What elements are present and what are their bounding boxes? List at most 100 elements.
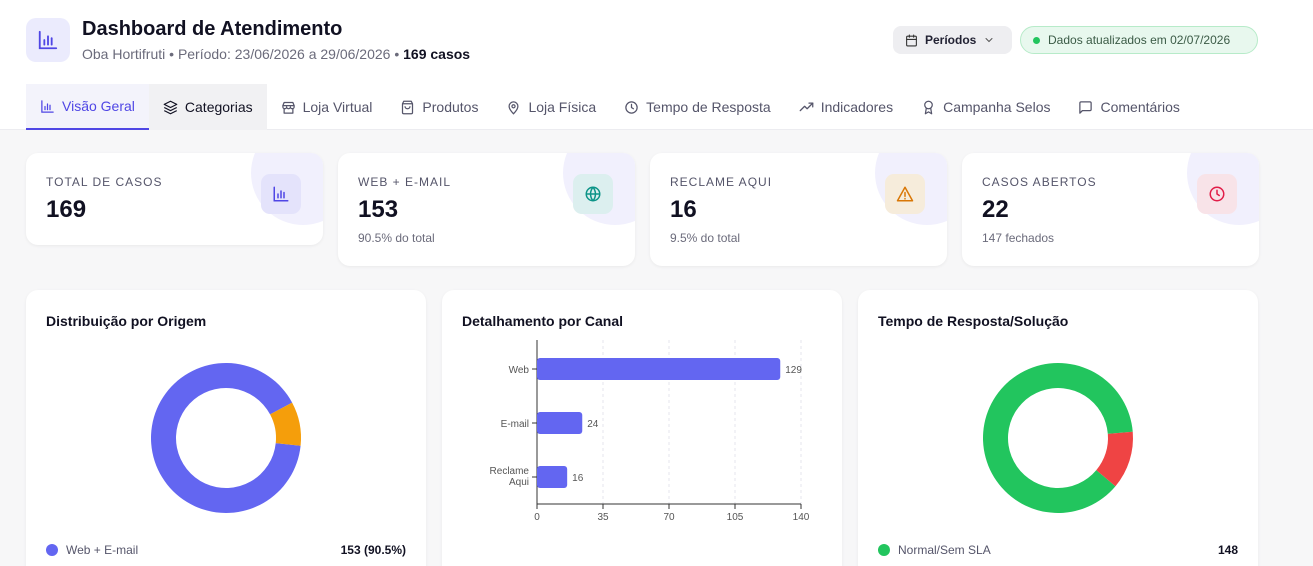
legend-row: Web + E-mail 153 (90.5%) [46,543,406,557]
y-tick-label: E-mail [501,419,529,430]
card-distribuicao-origem: Distribuição por Origem Web + E-mail 153… [26,290,426,566]
x-tick-label: 140 [793,512,810,523]
bar-value-label: 24 [587,419,599,430]
kpi-icon-box [885,174,925,214]
dashboard-logo [26,18,70,62]
data-status-badge: Dados atualizados em 02/07/2026 [1020,26,1258,54]
kpi-subtext: 9.5% do total [670,231,741,245]
tab-label: Categorias [184,99,253,115]
bar-value-label: 16 [572,473,584,484]
bar-chart-icon [38,30,58,50]
card-tempo-resposta: Tempo de Resposta/Solução Normal/Sem SLA… [858,290,1258,566]
kpi-icon-box [573,174,613,214]
tab-label: Comentários [1100,99,1180,115]
main-tabs: Visão Geral Categorias Loja Virtual Prod… [26,84,1194,130]
bar-value-label: 129 [785,365,802,376]
trending-up-icon [799,102,814,111]
kpi-subtext: 90.5% do total [358,231,435,245]
chevron-down-icon [985,38,993,43]
kpi-value: 153 [358,196,399,223]
layers-icon [163,100,178,114]
tab-label: Visão Geral [62,98,135,114]
kpi-label: TOTAL DE CASOS [46,175,163,189]
cases-count: 169 casos [403,46,471,62]
kpi-value: 22 [982,196,1009,223]
company-name: Oba Hortifruti [82,46,166,62]
tab-label: Indicadores [820,99,894,115]
tab-comentarios[interactable]: Comentários [1064,84,1193,130]
page-title: Dashboard de Atendimento [82,18,343,40]
header-bar: Dashboard de Atendimento Oba Hortifruti … [0,0,1313,130]
globe-icon [585,186,601,202]
donut-slice[interactable] [1096,431,1133,487]
card-detalhamento-canal: Detalhamento por Canal 0 35 70 105 140 Web 129… [442,290,842,566]
kpi-subtext: 147 fechados [982,231,1055,245]
kpi-icon-box [261,174,301,214]
donut-slice[interactable] [983,363,1133,513]
card-title: Distribuição por Origem [46,313,207,329]
bar[interactable] [537,412,583,434]
alert-triangle-icon [896,186,914,202]
kpi-value: 16 [670,196,697,223]
clock-icon [625,100,638,114]
tab-label: Tempo de Resposta [646,99,771,115]
status-text: Dados atualizados em 02/07/2026 [1048,33,1231,47]
period-range: Período: 23/06/2026 a 29/06/2026 [177,46,391,62]
x-tick-label: 70 [663,512,675,523]
bag-icon [402,100,414,114]
card-title: Detalhamento por Canal [462,313,624,329]
x-tick-label: 105 [727,512,744,523]
legend-label: Normal/Sem SLA [898,543,991,557]
tab-label: Produtos [422,99,479,115]
status-dot-icon [1033,36,1040,44]
legend-row: Normal/Sem SLA 148 [878,543,1238,557]
bar[interactable] [537,358,781,380]
tab-label: Campanha Selos [943,99,1051,115]
kpi-value: 169 [46,196,87,223]
tab-campanha-selos[interactable]: Campanha Selos [907,84,1064,130]
kpi-label: RECLAME AQUI [670,175,773,189]
card-title: Tempo de Resposta/Solução [878,313,1069,329]
kpi-label: WEB + E-MAIL [358,175,452,189]
bar-chart-icon [41,99,54,113]
tab-visao-geral[interactable]: Visão Geral [26,84,149,130]
donut-slice[interactable] [151,362,301,513]
tab-produtos[interactable]: Produtos [386,84,492,130]
tab-loja-fisica[interactable]: Loja Física [492,84,610,130]
legend-label: Web + E-mail [66,543,139,557]
tab-label: Loja Física [528,99,597,115]
kpi-card-casos-abertos: CASOS ABERTOS 22 147 fechados [962,153,1259,266]
tab-indicadores[interactable]: Indicadores [785,84,907,130]
page-subtitle: Oba Hortifruti • Período: 23/06/2026 a 2… [82,46,471,62]
tab-tempo-de-resposta[interactable]: Tempo de Resposta [610,84,785,130]
tempo-donut-chart [983,363,1133,513]
origem-donut-chart [151,362,301,513]
kpi-label: CASOS ABERTOS [982,175,1097,189]
legend-dot-icon [878,544,890,556]
y-tick-label: Web [509,365,530,376]
donut-slice[interactable] [270,402,301,446]
periodos-button[interactable]: Períodos [893,26,1012,54]
kpi-card-reclame-aqui: RECLAME AQUI 16 9.5% do total [650,153,947,266]
kpi-icon-box [1197,174,1237,214]
x-tick-label: 0 [534,512,540,523]
bar-chart-icon [273,186,289,202]
map-pin-icon [508,100,519,115]
x-tick-label: 35 [597,512,609,523]
periodos-label: Períodos [925,33,977,47]
tab-categorias[interactable]: Categorias [148,84,267,130]
y-tick-label: Aqui [509,477,529,488]
legend-dot-icon [46,544,58,556]
tab-label: Loja Virtual [302,99,373,115]
kpi-card-total-casos: TOTAL DE CASOS 169 [26,153,323,245]
bar[interactable] [537,466,568,488]
award-icon [924,100,933,114]
message-icon [1079,100,1093,114]
legend-value: 153 (90.5%) [340,543,406,557]
clock-icon [1209,186,1225,202]
legend-value: 148 [1217,543,1238,557]
tab-loja-virtual[interactable]: Loja Virtual [267,84,387,130]
store-icon [281,101,295,114]
kpi-card-web-email: WEB + E-MAIL 153 90.5% do total [338,153,635,266]
